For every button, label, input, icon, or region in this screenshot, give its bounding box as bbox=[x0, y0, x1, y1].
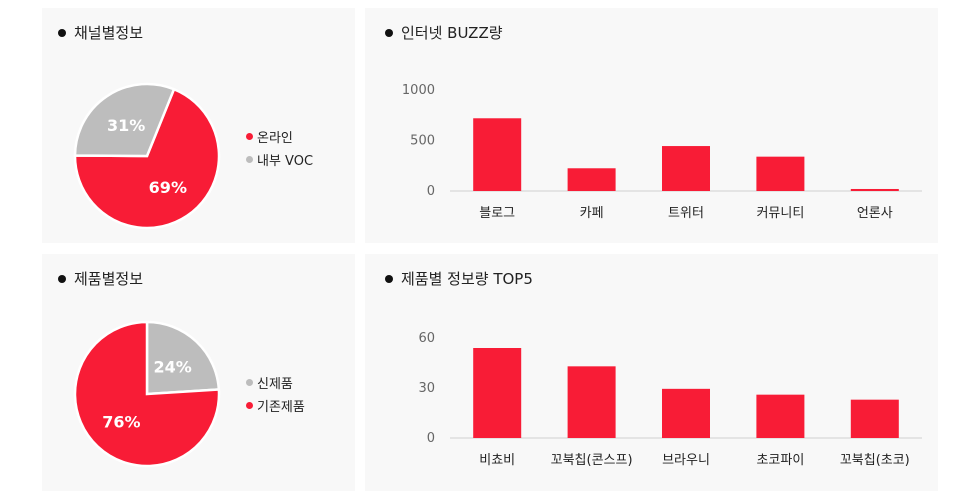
product-info-title-row: 제품별정보 bbox=[58, 268, 143, 289]
bar-2 bbox=[662, 388, 710, 438]
legend-dot-icon bbox=[246, 156, 253, 163]
x-tick-label: 꼬북칩(초코) bbox=[840, 453, 910, 468]
bar-1 bbox=[567, 366, 616, 438]
legend-dot-icon bbox=[246, 402, 253, 409]
y-tick-label: 500 bbox=[410, 134, 435, 149]
pie-slice-0 bbox=[145, 320, 221, 396]
bar-0 bbox=[473, 348, 522, 438]
legend-dot-icon bbox=[246, 379, 253, 386]
channel-pie-chart: 69% 31% bbox=[73, 82, 221, 230]
top5-title-row: 제품별 정보량 TOP5 bbox=[385, 268, 533, 289]
pie-slice-0 bbox=[73, 87, 221, 230]
product-pie-chart: 24% 76% bbox=[73, 320, 221, 468]
legend-item: 내부 VOC bbox=[246, 148, 313, 171]
bar-3 bbox=[756, 394, 805, 438]
legend-item: 기존제품 bbox=[246, 394, 305, 417]
x-tick-label: 초코파이 bbox=[756, 453, 804, 468]
x-tick-label: 언론사 bbox=[857, 206, 893, 221]
x-tick-label: 카페 bbox=[580, 206, 604, 221]
legend-label: 온라인 bbox=[257, 131, 293, 146]
title-bullet-icon bbox=[385, 274, 393, 283]
legend-label: 신제품 bbox=[257, 377, 293, 392]
top5-title: 제품별 정보량 TOP5 bbox=[401, 270, 533, 288]
x-tick-label: 블로그 bbox=[479, 206, 515, 221]
pie-slice-1 bbox=[73, 320, 221, 468]
y-tick-label: 1000 bbox=[402, 83, 435, 98]
product-info-title: 제품별정보 bbox=[74, 270, 144, 288]
bar-0 bbox=[473, 118, 522, 191]
legend-item: 온라인 bbox=[246, 125, 313, 148]
y-tick-label: 30 bbox=[418, 381, 435, 396]
y-tick-label: 0 bbox=[427, 184, 435, 199]
buzz-title: 인터넷 BUZZ량 bbox=[401, 24, 503, 42]
legend-label: 내부 VOC bbox=[257, 154, 314, 169]
bar-2 bbox=[662, 146, 710, 191]
channel-info-title: 채널별정보 bbox=[74, 24, 144, 42]
legend-item: 신제품 bbox=[246, 371, 305, 394]
pie-label-1: 31% bbox=[107, 116, 145, 135]
bar-4 bbox=[850, 399, 899, 438]
legend-label: 기존제품 bbox=[257, 400, 305, 415]
top5-panel: 제품별 정보량 TOP5 0 30 60 비쵸비 꼬북칩(콘스프) 브라우니 초코파이 꼬북칩… bbox=[365, 254, 938, 491]
title-bullet-icon bbox=[58, 28, 66, 37]
bar-4 bbox=[850, 188, 899, 191]
x-tick-label: 트위터 bbox=[668, 206, 704, 221]
y-tick-label: 0 bbox=[427, 431, 435, 446]
legend-dot-icon bbox=[246, 133, 253, 140]
x-tick-label: 꼬북칩(콘스프) bbox=[551, 453, 633, 468]
x-tick-label: 커뮤니티 bbox=[756, 206, 804, 221]
title-bullet-icon bbox=[58, 274, 66, 283]
top5-bar-chart: 0 30 60 비쵸비 꼬북칩(콘스프) 브라우니 초코파이 꼬북칩(초코) bbox=[418, 331, 922, 468]
channel-info-title-row: 채널별정보 bbox=[58, 22, 143, 43]
bar-1 bbox=[567, 168, 616, 191]
pie-slice-1 bbox=[73, 82, 176, 158]
pie-label-0: 69% bbox=[149, 178, 187, 197]
buzz-title-row: 인터넷 BUZZ량 bbox=[385, 22, 503, 43]
title-bullet-icon bbox=[385, 28, 393, 37]
y-tick-label: 60 bbox=[418, 331, 435, 346]
x-tick-label: 브라우니 bbox=[662, 453, 710, 468]
buzz-bar-chart: 0 500 1000 블로그 카페 트위터 커뮤니티 언론사 bbox=[402, 83, 922, 221]
x-tick-label: 비쵸비 bbox=[479, 453, 515, 468]
pie-label-1: 76% bbox=[102, 412, 140, 431]
buzz-panel: 인터넷 BUZZ량 0 500 1000 블로그 카페 트위터 커뮤니티 언론사 bbox=[365, 8, 938, 243]
pie-label-0: 24% bbox=[153, 358, 191, 377]
bar-3 bbox=[756, 156, 805, 191]
